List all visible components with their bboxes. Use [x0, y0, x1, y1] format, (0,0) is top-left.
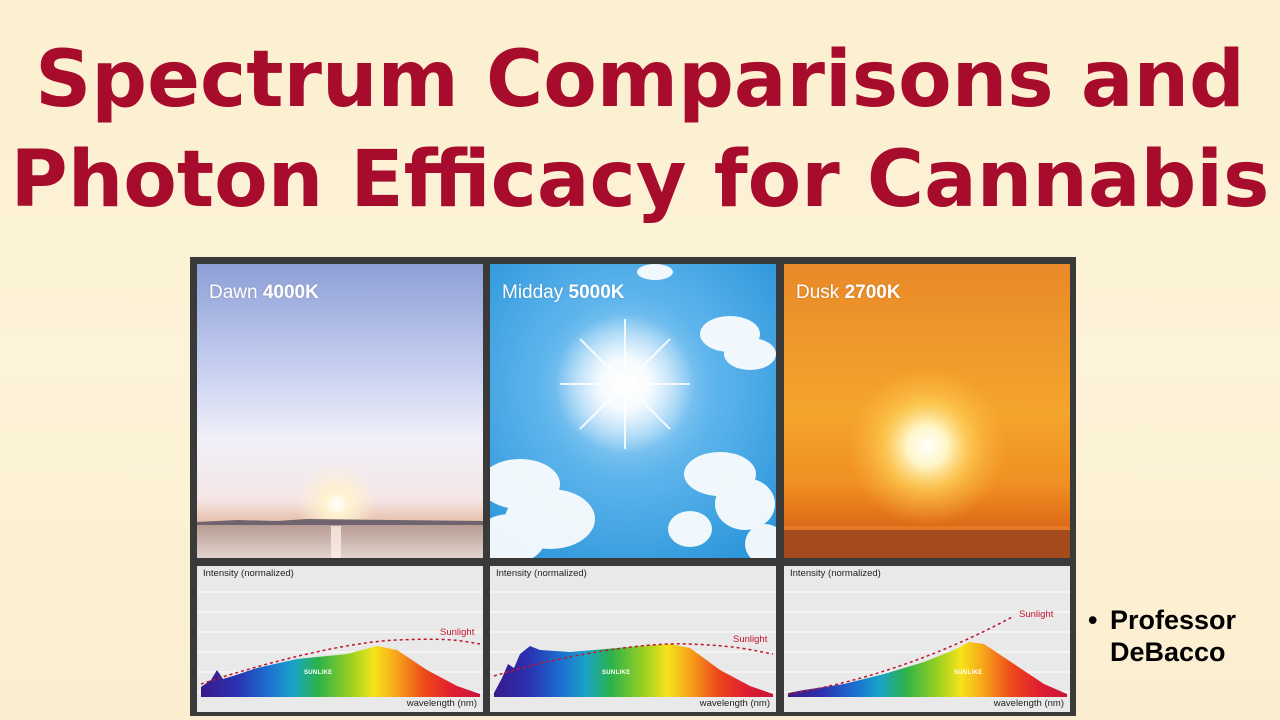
midday-photo: Midday 5000K: [490, 264, 776, 558]
spectrum-comparison-figure: Dawn 4000K: [190, 257, 1076, 716]
dawn-spectrum-svg: [197, 591, 483, 697]
author-line-1: Professor: [1110, 605, 1237, 635]
midday-label-name: Midday: [502, 282, 564, 303]
dusk-x-axis-label: wavelength (nm): [993, 698, 1064, 709]
midday-label: Midday 5000K: [502, 282, 625, 304]
dusk-y-axis-label: Intensity (normalized): [790, 568, 881, 579]
dusk-photo: Dusk 2700K: [784, 264, 1070, 558]
midday-scene-image: [490, 264, 776, 558]
midday-y-axis-label: Intensity (normalized): [496, 568, 587, 579]
title-line-2: Photon Efficacy for Cannabis: [10, 135, 1270, 225]
midday-label-temp: 5000K: [568, 282, 625, 303]
dusk-spectrum-graph: Intensity (normalized) Sunlight SUNLIKE …: [784, 566, 1070, 712]
dawn-label-temp: 4000K: [262, 282, 319, 303]
dawn-label: Dawn 4000K: [209, 282, 319, 304]
dawn-sunlight-label: Sunlight: [440, 627, 475, 638]
dusk-label-name: Dusk: [796, 282, 840, 303]
dawn-x-axis-label: wavelength (nm): [406, 698, 477, 709]
bullet-icon: •: [1088, 605, 1098, 635]
midday-sunlight-label: Sunlight: [733, 634, 768, 645]
dusk-sunlight-label: Sunlight: [1019, 609, 1054, 620]
dawn-spectrum-graph: Intensity (normalized) Sunlight SUNLIKE …: [197, 566, 483, 712]
dusk-spectrum-svg: [784, 591, 1070, 697]
dawn-photo: Dawn 4000K: [197, 264, 483, 558]
dawn-sunlike-label: SUNLIKE: [304, 670, 333, 676]
midday-sunlike-label: SUNLIKE: [602, 670, 631, 676]
dusk-sunlike-label: SUNLIKE: [954, 670, 983, 676]
dusk-label: Dusk 2700K: [796, 282, 901, 304]
midday-spectrum-svg: [490, 591, 776, 697]
dawn-scene-image: [197, 264, 483, 558]
author-name: Professor DeBacco: [1110, 604, 1236, 668]
author-line-2: DeBacco: [1110, 637, 1226, 667]
dusk-scene-image: [784, 264, 1070, 558]
midday-spectrum-graph: Intensity (normalized) Sunlight SUNLIKE …: [490, 566, 776, 712]
dusk-label-temp: 2700K: [844, 282, 901, 303]
dawn-label-name: Dawn: [209, 282, 258, 303]
midday-x-axis-label: wavelength (nm): [699, 698, 770, 709]
dawn-y-axis-label: Intensity (normalized): [203, 568, 294, 579]
title-line-1: Spectrum Comparisons and: [35, 35, 1245, 125]
slide-title: Spectrum Comparisons and Photon Efficacy…: [0, 30, 1280, 230]
